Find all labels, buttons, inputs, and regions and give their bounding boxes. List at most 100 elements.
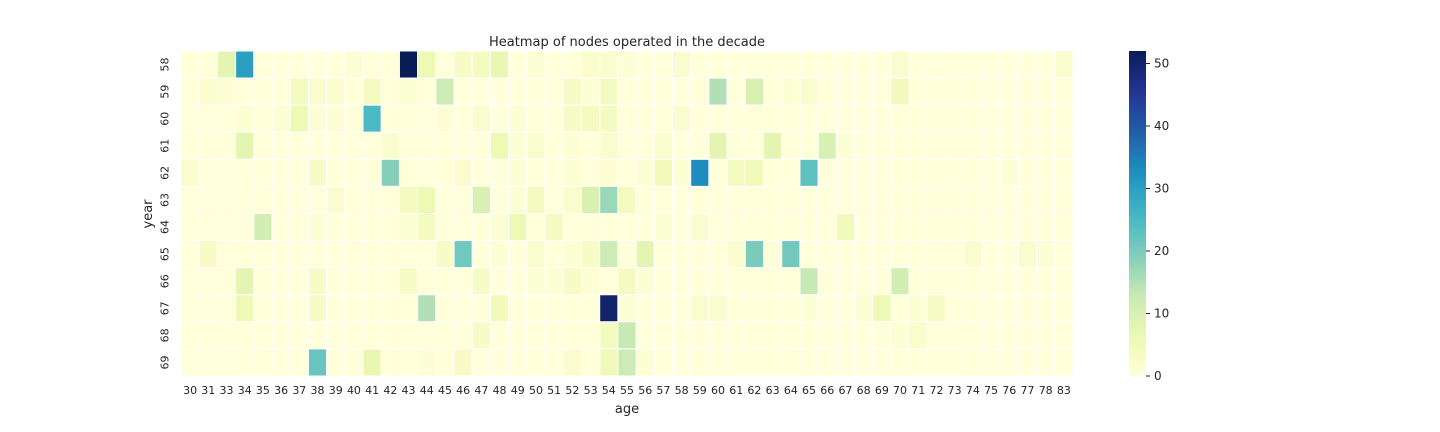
heatmap-cell [981,321,1001,350]
heatmap-cell [1017,294,1038,323]
heatmap-cell [380,158,400,187]
heatmap-cell [726,131,746,160]
heatmap-cell [489,348,510,377]
heatmap-cell [1054,213,1074,242]
heatmap-cell [253,267,273,296]
heatmap-cell [763,185,783,215]
heatmap-cell [471,77,491,106]
heatmap-cell [672,77,692,106]
heatmap-cell [435,104,455,133]
heatmap-cell [216,321,237,350]
heatmap-cell [417,185,437,215]
heatmap-cell [981,104,1001,133]
heatmap-cell [580,185,601,215]
y-tick-label: 63 [159,193,172,207]
y-tick-label: 68 [159,328,172,342]
heatmap-cell [235,321,255,350]
heatmap-cell [708,131,728,160]
heatmap-cell [908,50,928,79]
heatmap-cell [617,185,637,215]
heatmap-cell [417,50,437,79]
heatmap-cell [1017,213,1038,242]
heatmap-cell [198,213,218,242]
heatmap-cell [854,185,874,215]
heatmap-cell [744,50,765,79]
heatmap-cell [198,294,218,323]
heatmap-cell [690,104,710,133]
heatmap-cell [562,185,582,215]
heatmap-cell [271,131,291,160]
heatmap-cell [854,348,874,377]
heatmap-cell [817,185,837,215]
x-tick-label: 70 [893,384,907,397]
heatmap-cell [417,240,437,269]
heatmap-cell [872,240,892,269]
heatmap-cell [1036,321,1056,350]
y-tick-label: 59 [159,85,172,99]
x-tick-label: 59 [693,384,707,397]
heatmap-cell [380,294,400,323]
heatmap-cell [453,50,473,79]
heatmap-cell [1017,348,1038,377]
heatmap-cell [690,267,710,296]
heatmap-cell [544,158,564,187]
heatmap-cell [1036,213,1056,242]
heatmap-cell [435,267,455,296]
heatmap-cell [635,158,655,187]
heatmap-cell [708,104,728,133]
heatmap-cell [344,240,364,269]
heatmap-cell [617,158,637,187]
heatmap-cell [544,321,564,350]
heatmap-cell [562,348,582,377]
heatmap-cell [471,131,491,160]
heatmap-cell [398,50,419,79]
heatmap-cell [726,294,746,323]
x-tick-label: 64 [784,384,798,397]
x-tick-label: 83 [1057,384,1071,397]
heatmap-cell [926,158,947,187]
heatmap-cell [235,267,255,296]
heatmap-cell [1036,240,1056,269]
heatmap-cell [854,50,874,79]
heatmap-cell [945,77,965,106]
heatmap-cell [963,158,983,187]
heatmap-cell [817,213,837,242]
heatmap-cell [963,294,983,323]
heatmap-cell [672,348,692,377]
colorbar-tick-label: 10 [1154,307,1169,321]
heatmap-cell [926,240,947,269]
heatmap-cell [835,294,856,323]
heatmap-cell [580,131,601,160]
heatmap-cell [908,185,928,215]
heatmap-cell [417,158,437,187]
heatmap-cell [1054,50,1074,79]
heatmap-cell [526,158,546,187]
heatmap-cell [580,267,601,296]
heatmap-cell [653,294,674,323]
heatmap-cell [344,104,364,133]
heatmap-cell [271,77,291,106]
heatmap-cell [562,104,582,133]
heatmap-cell [180,348,200,377]
heatmap-cell [471,213,491,242]
heatmap-cell [562,294,582,323]
heatmap-cell [635,77,655,106]
heatmap-cell [908,213,928,242]
heatmap-cell [508,240,528,269]
heatmap-cell [271,104,291,133]
heatmap-cell [672,321,692,350]
heatmap-cell [963,267,983,296]
heatmap-cell [599,240,619,269]
heatmap-cell [890,185,910,215]
heatmap-cell [653,267,674,296]
heatmap-cell [417,213,437,242]
heatmap-cell [326,267,346,296]
heatmap-cell [235,158,255,187]
heatmap-cell [835,267,856,296]
heatmap-cell [1054,348,1074,377]
heatmap-cell [726,213,746,242]
heatmap-cell [562,267,582,296]
heatmap-cell [198,50,218,79]
heatmap-cell [1036,294,1056,323]
